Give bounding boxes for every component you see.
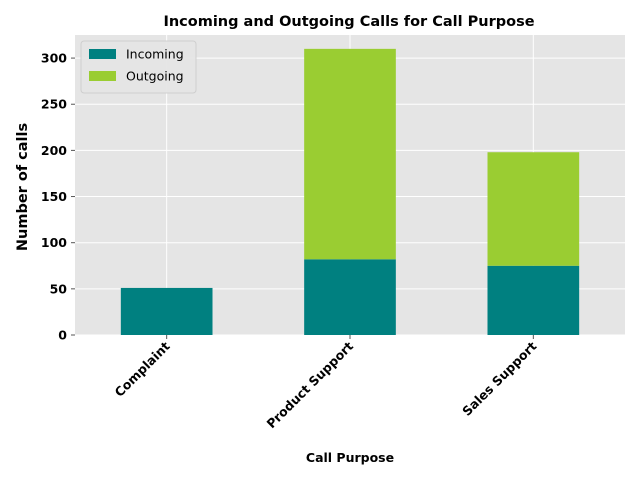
y-tick-label: 200 bbox=[41, 143, 67, 158]
y-tick-label: 250 bbox=[41, 97, 67, 112]
legend-label-incoming: Incoming bbox=[126, 47, 184, 62]
x-axis-label: Call Purpose bbox=[306, 450, 394, 465]
y-tick-label: 150 bbox=[41, 189, 67, 204]
y-axis-label: Number of calls bbox=[15, 123, 31, 251]
legend: Incoming Outgoing bbox=[80, 40, 197, 94]
bar-incoming-product-support bbox=[304, 259, 396, 335]
bar-outgoing-product-support bbox=[304, 48, 396, 260]
bar-incoming-sales-support bbox=[487, 265, 580, 335]
y-axis-ticks: 0 50 100 150 200 250 300 bbox=[41, 51, 75, 343]
bar-outgoing-sales-support bbox=[487, 152, 580, 266]
y-tick-label: 0 bbox=[58, 328, 67, 343]
y-tick-label: 300 bbox=[41, 51, 67, 66]
legend-swatch-outgoing bbox=[89, 71, 116, 81]
y-tick-label: 50 bbox=[50, 281, 68, 296]
legend-swatch-incoming bbox=[89, 49, 116, 59]
bar-incoming-complaint bbox=[120, 287, 213, 335]
chart-title: Incoming and Outgoing Calls for Call Pur… bbox=[163, 14, 534, 30]
bars bbox=[120, 48, 580, 335]
legend-label-outgoing: Outgoing bbox=[126, 69, 184, 84]
y-tick-label: 100 bbox=[41, 235, 67, 250]
